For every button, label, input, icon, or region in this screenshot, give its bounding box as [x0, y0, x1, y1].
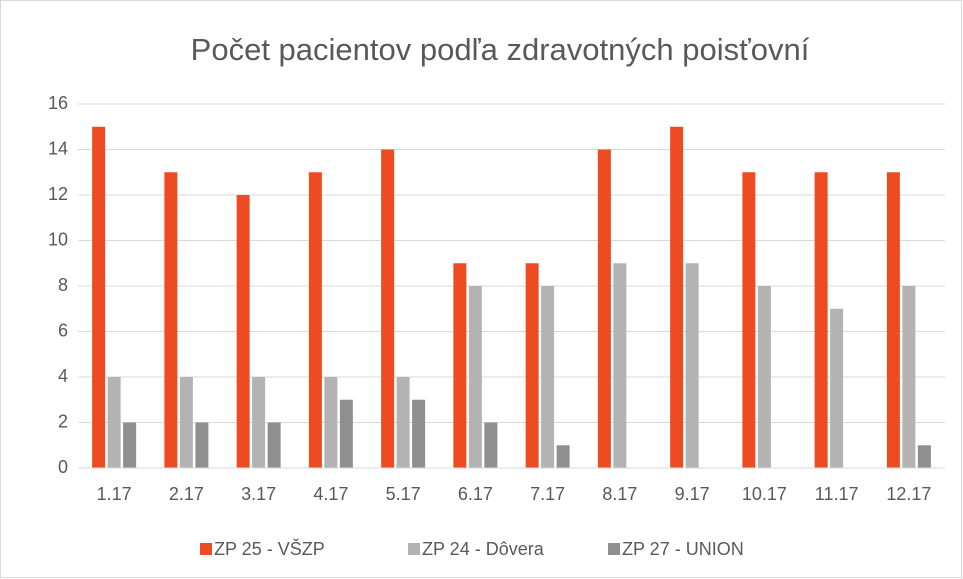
legend-label: ZP 25 - VŠZP [214, 538, 325, 559]
bar [92, 126, 106, 468]
y-tick-label: 12 [48, 184, 68, 204]
y-tick-label: 2 [58, 411, 68, 431]
bar [412, 399, 426, 468]
bar [917, 445, 931, 468]
bar [541, 286, 555, 468]
y-tick-label: 10 [48, 229, 68, 249]
bar [107, 377, 121, 468]
x-tick-label: 3.17 [241, 484, 276, 504]
bar [381, 149, 395, 468]
bar [179, 377, 193, 468]
x-tick-label: 10.17 [742, 484, 787, 504]
bar [267, 422, 281, 468]
x-tick-label: 6.17 [458, 484, 493, 504]
x-tick-label: 1.17 [97, 484, 132, 504]
bar [164, 172, 178, 468]
bar [339, 399, 353, 468]
bar [525, 263, 539, 468]
y-tick-label: 8 [58, 275, 68, 295]
bar [252, 377, 266, 468]
x-tick-label: 12.17 [886, 484, 931, 504]
x-tick-label: 9.17 [675, 484, 710, 504]
bar [886, 172, 900, 468]
bar [814, 172, 828, 468]
bar [597, 149, 611, 468]
bar [236, 195, 250, 468]
bar [556, 445, 570, 468]
bar [670, 126, 684, 468]
y-tick-label: 14 [48, 138, 68, 158]
bar [613, 263, 627, 468]
bar [830, 308, 844, 468]
y-tick-label: 0 [58, 457, 68, 477]
bar [396, 377, 410, 468]
bar [902, 286, 916, 468]
legend-label: ZP 24 - Dôvera [422, 539, 545, 559]
x-tick-label: 11.17 [815, 484, 859, 504]
bar [123, 422, 137, 468]
legend-swatch [608, 543, 620, 555]
bar [195, 422, 209, 468]
y-tick-label: 6 [58, 320, 68, 340]
bar [757, 286, 771, 468]
y-tick-label: 4 [58, 366, 68, 386]
bar [685, 263, 699, 468]
legend-swatch [200, 543, 212, 555]
bar [324, 377, 338, 468]
legend-label: ZP 27 - UNION [622, 539, 744, 559]
x-tick-label: 2.17 [169, 484, 204, 504]
bar [453, 263, 467, 468]
x-tick-label: 8.17 [602, 484, 637, 504]
bar [742, 172, 756, 468]
bar [484, 422, 498, 468]
x-tick-label: 5.17 [386, 484, 421, 504]
y-tick-label: 16 [48, 93, 68, 113]
bar [468, 286, 482, 468]
chart-title: Počet pacientov podľa zdravotných poisťo… [191, 32, 810, 67]
x-tick-label: 7.17 [530, 484, 565, 504]
bar [308, 172, 322, 468]
x-tick-label: 4.17 [313, 484, 348, 504]
legend-swatch [408, 543, 420, 555]
